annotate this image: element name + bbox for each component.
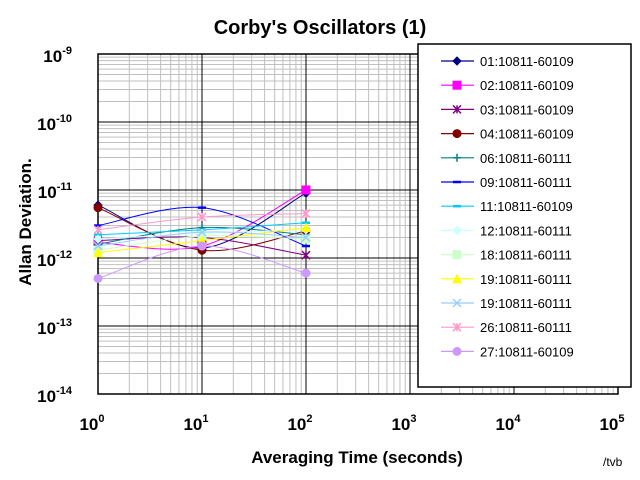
data-point [93, 203, 103, 213]
data-point [301, 234, 311, 244]
legend-marker [452, 250, 462, 260]
data-point [93, 241, 103, 251]
data-point [197, 241, 207, 251]
legend-item: 18:10811-60111 [441, 248, 572, 263]
legend-item: 26:10811-60111 [441, 320, 572, 335]
legend-item: 04:10811-60109 [441, 127, 574, 142]
x-tick-label: 101 [183, 413, 208, 434]
legend-label: 01:10811-60109 [480, 54, 574, 69]
legend-marker [452, 104, 462, 114]
legend-item: 06:10811-60111 [441, 151, 572, 166]
data-point [301, 209, 311, 219]
data-point [93, 247, 103, 258]
legend-marker [452, 273, 462, 284]
legend-label: 12:10811-60111 [480, 223, 572, 238]
legend-label: 02:10811-60109 [480, 78, 574, 93]
y-tick-label: 10-14 [37, 385, 73, 406]
legend-label: 04:10811-60109 [480, 127, 574, 142]
x-axis-title: Averaging Time (seconds) [251, 448, 463, 467]
legend-label: 03:10811-60109 [480, 102, 574, 117]
data-point [301, 250, 311, 260]
y-tick-label: 10-11 [38, 181, 72, 202]
legend-marker [452, 346, 462, 356]
x-tick-label: 100 [79, 413, 104, 434]
data-point [93, 225, 103, 235]
series-layer [93, 185, 311, 283]
y-tick-label: 10-13 [37, 317, 72, 338]
legend-marker [452, 56, 462, 66]
legend-label: 18:10811-60111 [480, 248, 572, 263]
data-point [301, 232, 311, 243]
legend-label: 11:10811-60109 [480, 199, 573, 214]
y-axis-title: Allan Deviation. [16, 158, 35, 286]
series-group [93, 241, 311, 283]
credit-text: /tvb [603, 455, 623, 469]
legend-item: 11:10811-60109 [441, 199, 573, 214]
legend-marker [452, 298, 462, 308]
data-point [301, 222, 311, 233]
data-point [301, 268, 311, 278]
legend-item: 03:10811-60109 [441, 102, 574, 117]
legend-item: 12:10811-60111 [441, 223, 572, 238]
data-point [197, 212, 207, 222]
legend-label: 19:10811-60111 [480, 272, 572, 287]
legend-marker [452, 225, 462, 236]
tick-labels: 100 101 102 103 104 105 10-14 10-13 10-12 10-11 10… [37, 45, 624, 434]
legend-item: 19:10811-60111 [441, 296, 572, 311]
legend-item: 09:10811-60111 [441, 175, 572, 190]
legend-label: 09:10811-60111 [480, 175, 572, 190]
x-tick-label: 102 [287, 413, 312, 434]
x-tick-label: 103 [391, 413, 416, 434]
legend-marker [452, 322, 462, 332]
y-tick-label: 10-9 [43, 45, 72, 66]
legend-label: 26:10811-60111 [480, 320, 572, 335]
legend-item: 19:10811-60111 [441, 272, 572, 287]
series-group [93, 227, 311, 251]
legend-marker [452, 80, 462, 90]
legend: 01:10811-60109 02:10811-60109 03:10811-601… [417, 43, 632, 388]
series-group [93, 209, 311, 235]
chart-title: Corby's Oscillators (1) [214, 17, 427, 39]
legend-label: 27:10811-60109 [480, 344, 574, 359]
data-point [301, 185, 311, 195]
y-tick-label: 10-12 [37, 249, 72, 270]
legend-marker [453, 153, 461, 162]
legend-marker [452, 129, 462, 139]
legend-box [417, 43, 632, 388]
legend-label: 06:10811-60111 [480, 151, 572, 166]
y-tick-label: 10-10 [37, 113, 72, 134]
legend-item: 27:10811-60109 [441, 344, 574, 359]
data-point [197, 227, 207, 237]
legend-item: 02:10811-60109 [441, 78, 574, 93]
x-tick-label: 105 [599, 413, 624, 434]
legend-label: 19:10811-60111 [480, 296, 572, 311]
data-point [93, 273, 103, 283]
x-tick-label: 104 [495, 413, 521, 434]
legend-item: 01:10811-60109 [441, 54, 574, 69]
data-point [93, 234, 103, 244]
